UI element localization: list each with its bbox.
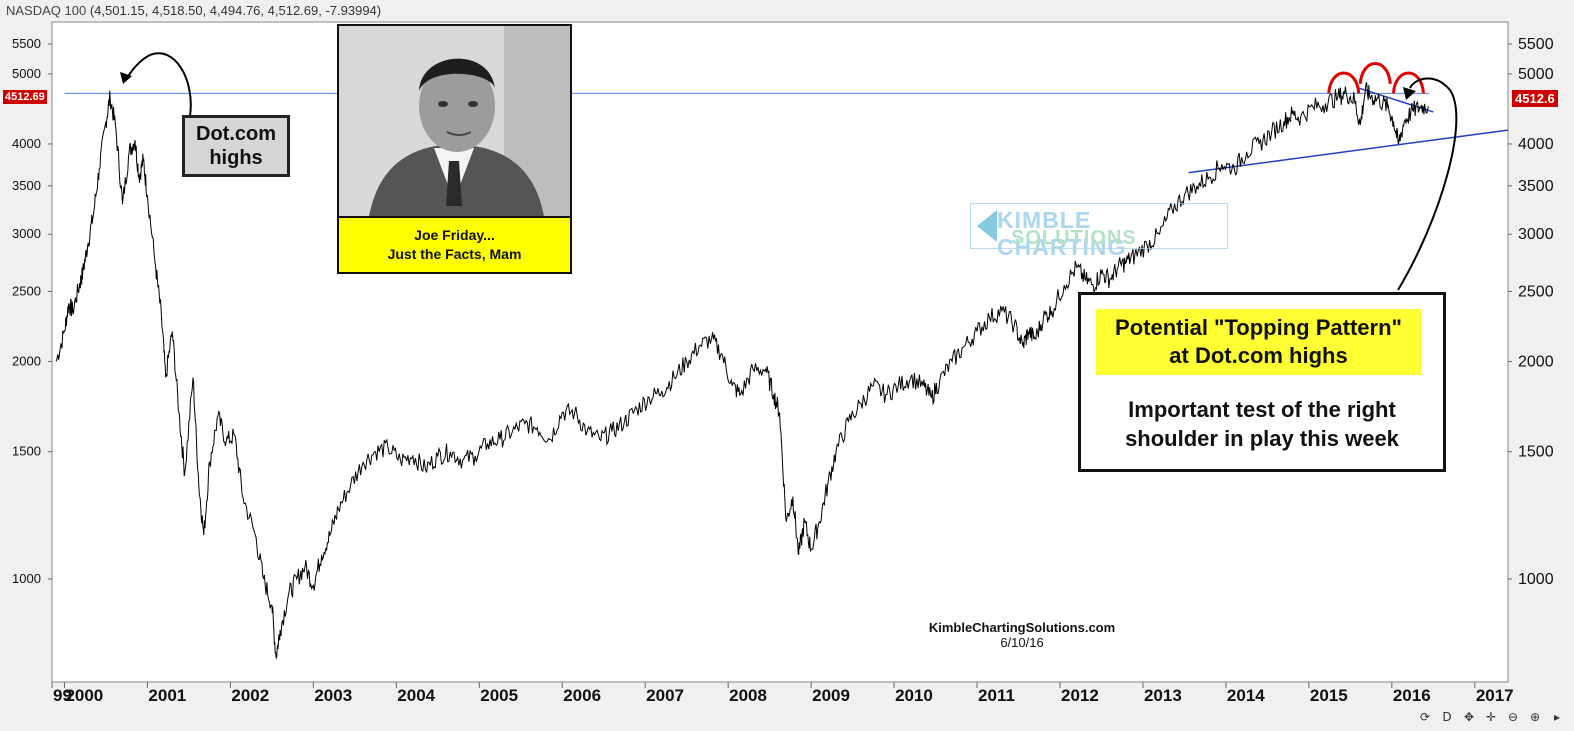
scroll-right-icon[interactable]: ▸ — [1553, 710, 1561, 724]
axes: 1000 1000 1500 1500 2000 2000 2500 2500 3000 3000… — [12, 36, 1554, 705]
falling-shoulder-line — [1358, 87, 1434, 113]
crosshair-icon[interactable]: ✥ — [1463, 710, 1475, 724]
watermark-line1: KIMBLE CHARTING — [997, 207, 1127, 260]
joe-caption-line1: Joe Friday... — [414, 227, 495, 243]
kimble-logo-icon — [977, 210, 997, 242]
portrait-image — [339, 26, 570, 216]
joe-friday-panel: Joe Friday... Just the Facts, Mam — [337, 24, 572, 274]
chart-date: 6/10/16 — [1000, 635, 1044, 650]
dotcom-line1: Dot.com — [196, 123, 276, 145]
x-tick-label: 2006 — [563, 686, 601, 705]
x-tick-label: 2014 — [1227, 686, 1265, 705]
x-tick-label: 2002 — [231, 686, 269, 705]
x-tick-label: 2016 — [1393, 686, 1431, 705]
last-price-badge-left: 4512.69 — [3, 90, 47, 104]
joe-caption-line2: Just the Facts, Mam — [387, 246, 522, 262]
period-button[interactable]: D — [1442, 710, 1452, 724]
last-price-left: 4512.69 — [5, 91, 45, 103]
pattern-title: Potential "Topping Pattern" at Dot.com h… — [1096, 309, 1421, 375]
y-tick-left: 2000 — [12, 353, 41, 368]
zoom-out-icon[interactable]: ⊖ — [1507, 710, 1519, 724]
pattern-callout-arrow — [1397, 77, 1458, 291]
y-tick-right: 1500 — [1518, 444, 1554, 461]
y-tick-left: 5500 — [12, 36, 41, 51]
dotcom-highs-label: Dot.com highs — [182, 115, 290, 177]
y-tick-left: 5000 — [12, 66, 41, 81]
dotcom-callout-arrow — [126, 52, 192, 117]
nasdaq-price-line — [55, 82, 1429, 660]
joe-friday-photo — [339, 26, 570, 216]
y-tick-left: 2500 — [12, 283, 41, 298]
pattern-note-line1: Important test of the right — [1128, 397, 1396, 422]
x-tick-label: 2012 — [1061, 686, 1099, 705]
y-tick-right: 1000 — [1518, 571, 1554, 588]
y-tick-right: 3000 — [1518, 226, 1554, 243]
x-tick-label: 2017 — [1476, 686, 1514, 705]
topping-pattern-arcs — [1327, 62, 1425, 94]
zoom-in-icon[interactable]: ⊕ — [1529, 710, 1541, 724]
pattern-arrowhead-icon — [1403, 87, 1416, 100]
pattern-title-line2: at Dot.com highs — [1169, 343, 1348, 368]
symbol-name: NASDAQ 100 — [6, 3, 87, 18]
site-credit: KimbleChartingSolutions.com 6/10/16 — [892, 620, 1152, 650]
pattern-note-line2: shoulder in play this week — [1125, 426, 1399, 451]
joe-caption: Joe Friday... Just the Facts, Mam — [339, 216, 570, 272]
x-tick-label: 2007 — [646, 686, 684, 705]
chart-header: NASDAQ 100 (4,501.15, 4,518.50, 4,494.76… — [6, 3, 381, 18]
ohlc-values: (4,501.15, 4,518.50, 4,494.76, 4,512.69,… — [89, 3, 382, 18]
y-tick-right: 5500 — [1518, 36, 1554, 53]
x-tick-label: 2000 — [65, 686, 103, 705]
x-tick-label: 2005 — [480, 686, 518, 705]
watermark-line2: SOLUTIONS — [1011, 227, 1137, 249]
x-tick-label: 2015 — [1310, 686, 1348, 705]
refresh-icon[interactable]: ⟳ — [1419, 710, 1431, 724]
dotcom-line2: highs — [209, 147, 263, 169]
site-name: KimbleChartingSolutions.com — [928, 620, 1116, 635]
y-tick-right: 2500 — [1518, 283, 1554, 300]
y-tick-left: 1500 — [12, 444, 41, 459]
y-tick-right: 4000 — [1518, 136, 1554, 153]
pattern-title-line1: Potential "Topping Pattern" — [1115, 315, 1402, 340]
dotcom-arrowhead-icon — [120, 72, 132, 84]
x-tick-label: 2003 — [314, 686, 352, 705]
x-tick-label: 99 — [53, 686, 72, 705]
right-shoulder-arc — [1391, 71, 1425, 94]
y-tick-right: 3500 — [1518, 178, 1554, 195]
x-tick-label: 2010 — [895, 686, 933, 705]
chart-toolbar: ⟳ D ✥ ✛ ⊖ ⊕ ▸ — [1416, 707, 1566, 727]
y-tick-left: 1000 — [12, 571, 41, 586]
pattern-note: Important test of the right shoulder in … — [1081, 395, 1443, 453]
topping-pattern-callout: Potential "Topping Pattern" at Dot.com h… — [1078, 292, 1446, 472]
x-tick-label: 2001 — [148, 686, 186, 705]
last-price-right: 4512.6 — [1515, 91, 1555, 106]
y-tick-right: 2000 — [1518, 353, 1554, 370]
y-tick-left: 3000 — [12, 226, 41, 241]
x-tick-label: 2011 — [978, 686, 1015, 705]
y-tick-left: 4000 — [12, 136, 41, 151]
left-shoulder-arc — [1327, 71, 1361, 94]
x-tick-label: 2013 — [1144, 686, 1182, 705]
pan-icon[interactable]: ✛ — [1485, 710, 1497, 724]
x-tick-label: 2009 — [812, 686, 850, 705]
y-tick-left: 3500 — [12, 178, 41, 193]
y-tick-right: 5000 — [1518, 66, 1554, 83]
kimble-watermark: KIMBLE CHARTING SOLUTIONS — [970, 203, 1228, 260]
last-price-badge-right: 4512.6 — [1512, 90, 1558, 107]
x-tick-label: 2008 — [729, 686, 767, 705]
head-arc — [1358, 62, 1392, 85]
x-tick-label: 2004 — [397, 686, 435, 705]
